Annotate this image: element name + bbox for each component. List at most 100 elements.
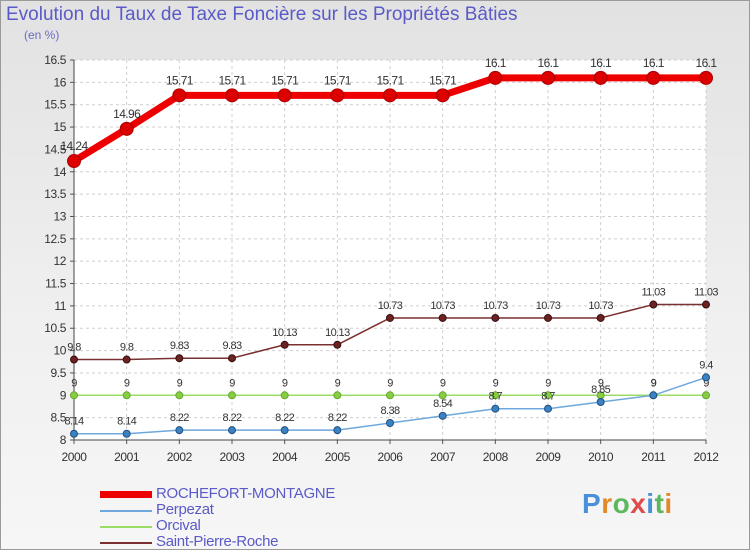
data-label-rochefort-montagne: 15.71 xyxy=(324,73,352,87)
data-label-rochefort-montagne: 16.1 xyxy=(643,56,665,70)
logo-letter: i xyxy=(664,488,673,519)
data-point-saint-pierre-roche xyxy=(333,340,342,349)
plot-area xyxy=(74,60,706,440)
data-label-orcival: 9 xyxy=(598,377,604,389)
data-point-rochefort-montagne xyxy=(383,88,397,103)
x-tick-label: 2011 xyxy=(641,450,666,464)
data-label-saint-pierre-roche: 10.73 xyxy=(588,300,613,312)
data-label-perpezat: 8.22 xyxy=(275,412,294,424)
data-label-perpezat: 9 xyxy=(651,377,657,389)
data-label-saint-pierre-roche: 10.73 xyxy=(483,300,508,312)
y-tick-label: 10 xyxy=(53,344,66,358)
data-label-rochefort-montagne: 16.1 xyxy=(590,56,612,70)
chart-grid xyxy=(73,59,707,441)
data-label-rochefort-montagne: 14.96 xyxy=(113,107,141,121)
data-label-rochefort-montagne: 15.71 xyxy=(271,73,299,87)
data-point-perpezat xyxy=(438,411,447,420)
data-point-saint-pierre-roche xyxy=(122,355,131,364)
data-point-perpezat xyxy=(70,429,78,438)
data-point-perpezat xyxy=(280,426,289,435)
data-point-rochefort-montagne xyxy=(699,70,713,85)
y-tick-label: 9.5 xyxy=(51,366,67,380)
x-tick-label: 2006 xyxy=(377,450,403,464)
data-label-orcival: 9 xyxy=(651,377,657,389)
legend-label-rochefort-montagne: ROCHEFORT-MONTAGNE xyxy=(156,485,336,502)
legend-swatch-orcival xyxy=(100,526,152,528)
data-label-rochefort-montagne: 15.71 xyxy=(429,73,457,87)
legend-swatch-saint-pierre-roche xyxy=(100,542,152,544)
chart-series: 9.8 9.8 9.83 9.83 10.13 10.13 10.73 10.73 10.73 1… xyxy=(60,56,719,438)
data-label-saint-pierre-roche: 10.73 xyxy=(536,300,561,312)
data-label-perpezat: 8.7 xyxy=(489,391,503,403)
data-point-orcival xyxy=(70,391,78,400)
x-tick-label: 2010 xyxy=(588,450,614,464)
data-point-perpezat xyxy=(544,404,552,413)
y-tick-label: 14.5 xyxy=(44,142,66,156)
data-label-orcival: 9 xyxy=(177,377,183,389)
legend-label-saint-pierre-roche: Saint-Pierre-Roche xyxy=(156,533,279,550)
data-label-rochefort-montagne: 16.1 xyxy=(538,56,560,70)
y-tick-label: 13.5 xyxy=(44,187,66,201)
data-point-rochefort-montagne xyxy=(119,121,134,136)
data-label-saint-pierre-roche: 11.03 xyxy=(641,287,665,299)
data-label-perpezat: 8.14 xyxy=(64,416,83,428)
y-tick-label: 8.5 xyxy=(51,411,67,425)
data-label-orcival: 9 xyxy=(493,377,499,389)
chart-title: Evolution du Taux de Taxe Foncière sur l… xyxy=(6,4,518,25)
legend-label-orcival: Orcival xyxy=(156,517,201,534)
data-point-rochefort-montagne xyxy=(646,70,661,85)
data-point-saint-pierre-roche xyxy=(491,313,500,322)
x-tick-label: 2009 xyxy=(535,450,561,464)
data-label-saint-pierre-roche: 10.13 xyxy=(325,327,350,339)
y-tick-label: 13 xyxy=(53,209,66,223)
x-tick-label: 2005 xyxy=(325,450,351,464)
data-label-saint-pierre-roche: 10.13 xyxy=(272,327,297,339)
y-tick-label: 8 xyxy=(60,433,67,447)
data-label-saint-pierre-roche: 9.83 xyxy=(222,340,241,352)
y-tick-label: 12.5 xyxy=(44,232,66,246)
legend-swatch-rochefort-montagne xyxy=(100,491,152,498)
data-point-perpezat xyxy=(175,426,184,435)
data-point-rochefort-montagne xyxy=(488,70,503,85)
legend-swatch-perpezat xyxy=(100,510,152,512)
data-point-perpezat xyxy=(228,426,236,435)
data-label-orcival: 9 xyxy=(545,377,551,389)
data-point-orcival xyxy=(438,391,447,400)
data-label-perpezat: 8.38 xyxy=(380,405,399,417)
y-tick-label: 15.5 xyxy=(44,98,66,112)
y-tick-label: 11.5 xyxy=(45,277,67,291)
data-point-rochefort-montagne xyxy=(67,154,81,169)
data-point-perpezat xyxy=(386,419,394,428)
data-point-orcival xyxy=(702,391,710,400)
y-tick-label: 16 xyxy=(53,75,66,89)
data-point-orcival xyxy=(122,391,131,400)
data-label-rochefort-montagne: 15.71 xyxy=(166,73,194,87)
data-point-saint-pierre-roche xyxy=(228,354,236,363)
data-point-rochefort-montagne xyxy=(277,88,292,103)
y-tick-label: 9 xyxy=(60,388,67,402)
data-label-saint-pierre-roche: 10.73 xyxy=(378,300,403,312)
data-label-orcival: 9 xyxy=(124,377,130,389)
data-label-rochefort-montagne: 16.1 xyxy=(696,56,718,70)
data-label-saint-pierre-roche: 11.03 xyxy=(694,287,718,299)
data-label-orcival: 9 xyxy=(229,377,235,389)
logo-letter: P xyxy=(582,488,602,519)
data-point-saint-pierre-roche xyxy=(438,313,447,322)
data-point-saint-pierre-roche xyxy=(280,340,289,349)
data-point-saint-pierre-roche xyxy=(544,313,552,322)
data-point-orcival xyxy=(544,391,552,400)
data-point-rochefort-montagne xyxy=(435,88,450,103)
data-point-perpezat xyxy=(649,391,658,400)
data-label-orcival: 9 xyxy=(387,377,393,389)
logo-letter: o xyxy=(612,488,631,519)
data-label-orcival: 9 xyxy=(282,377,288,389)
data-label-perpezat: 8.22 xyxy=(222,412,241,424)
logo-letter: x xyxy=(630,488,647,519)
data-point-saint-pierre-roche xyxy=(596,313,605,322)
chart-unit-label: (en %) xyxy=(24,28,60,42)
data-label-rochefort-montagne: 16.1 xyxy=(485,56,507,70)
data-point-perpezat xyxy=(702,373,710,382)
data-label-saint-pierre-roche: 9.83 xyxy=(170,340,189,352)
y-tick-label: 15 xyxy=(53,120,66,134)
